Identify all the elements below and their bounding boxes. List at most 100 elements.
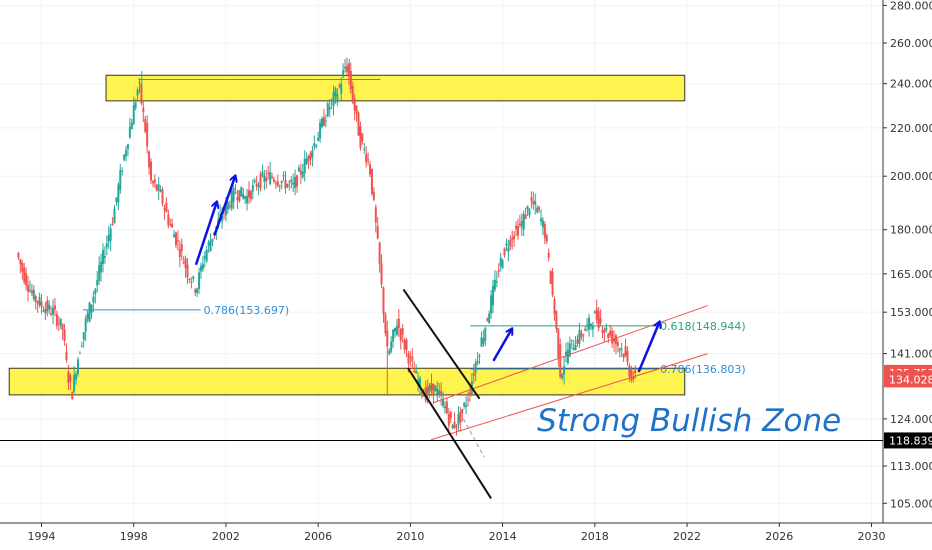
candle-body <box>440 391 443 396</box>
candle-body <box>611 330 614 344</box>
candle-body <box>42 310 45 312</box>
candle-body <box>320 118 323 127</box>
candle-body <box>522 213 525 230</box>
candle-body <box>580 332 583 338</box>
candle-body <box>543 223 546 239</box>
candle-body <box>286 184 289 187</box>
candle-body <box>403 340 406 350</box>
candle-body <box>52 307 55 315</box>
candle-body <box>307 156 310 161</box>
candle-body <box>436 388 439 395</box>
candle-body <box>588 317 591 330</box>
candle-body <box>399 328 402 341</box>
y-tick-label: 124.000 <box>890 413 932 426</box>
candle-body <box>547 252 550 258</box>
candle-body <box>507 247 510 252</box>
candle-body <box>174 232 177 246</box>
candle-body <box>171 223 174 228</box>
candle-body <box>442 399 445 406</box>
candle-body <box>357 112 360 136</box>
candle-body <box>40 301 43 307</box>
candle-body <box>107 234 110 242</box>
candle-body <box>244 196 247 199</box>
candle-body <box>345 66 348 72</box>
candle-body <box>566 349 569 363</box>
candle-body <box>247 190 250 198</box>
candle-body <box>634 370 637 373</box>
candle-body <box>184 258 187 269</box>
candle-body <box>92 296 95 303</box>
candle-body <box>555 311 558 330</box>
y-tick-label: 165.000 <box>890 268 932 281</box>
candle-body <box>367 159 370 161</box>
candle-body <box>382 287 385 314</box>
candle-body <box>457 414 460 425</box>
candle-body <box>142 107 145 113</box>
candle-body <box>246 195 249 204</box>
candle-body <box>155 184 158 191</box>
candle-body <box>69 375 72 382</box>
candle-body <box>180 244 183 252</box>
candle-body <box>586 324 589 326</box>
candle-body <box>443 406 446 409</box>
candle-body <box>411 356 414 362</box>
candle-body <box>541 220 544 228</box>
y-tick-label: 240.000 <box>890 78 932 91</box>
candle-body <box>474 362 477 373</box>
candle-body <box>194 289 197 293</box>
candle-body <box>472 373 475 376</box>
candle-body <box>48 304 51 310</box>
candle-body <box>19 259 22 265</box>
candle-body <box>136 89 139 96</box>
candle-body <box>613 338 616 342</box>
candle-body <box>159 189 162 192</box>
candle-body <box>299 170 302 175</box>
candle-body <box>161 189 164 204</box>
candle-body <box>301 171 304 178</box>
candle-body <box>50 313 53 315</box>
candle-body <box>538 206 541 210</box>
candle-body <box>486 318 489 321</box>
candle-body <box>57 322 60 324</box>
candle-body <box>84 318 87 332</box>
candle-body <box>182 262 185 264</box>
candle-body <box>90 304 93 314</box>
candle-body <box>361 133 364 142</box>
candle-body <box>132 105 135 125</box>
candle-body <box>626 351 629 363</box>
arrow-annotation <box>213 176 235 236</box>
candle-body <box>77 359 80 374</box>
candle-body <box>28 290 31 292</box>
candle-body <box>278 185 281 187</box>
fib-label: 0.786(136.803) <box>660 363 746 376</box>
candle-body <box>121 170 124 172</box>
candle-body <box>311 150 314 158</box>
candle-body <box>465 405 468 407</box>
candle-body <box>80 345 83 347</box>
candle-body <box>572 347 575 351</box>
candle-body <box>71 392 74 400</box>
candle-body <box>251 185 254 192</box>
candle-body <box>372 191 375 200</box>
candle-body <box>103 256 106 259</box>
price-label: 134.028 <box>889 373 932 386</box>
candle-body <box>336 93 339 103</box>
candle-body <box>397 318 400 329</box>
candle-body <box>449 411 452 419</box>
trendline-channel-lower <box>430 353 708 441</box>
candle-body <box>630 369 633 381</box>
fib-levels: 0.786(153.697) 0.618(148.944) 0.786(136.80… <box>82 304 746 376</box>
candle-body <box>484 328 487 341</box>
candle-body <box>128 126 131 138</box>
candle-body <box>123 154 126 160</box>
candle-body <box>369 164 372 175</box>
candle-body <box>476 361 479 364</box>
candle-body <box>276 181 279 186</box>
candle-body <box>192 276 195 279</box>
candle-body <box>438 390 441 396</box>
candle-body <box>75 373 78 380</box>
candle-body <box>601 330 604 333</box>
candle-body <box>294 176 297 189</box>
candle-body <box>226 202 229 210</box>
